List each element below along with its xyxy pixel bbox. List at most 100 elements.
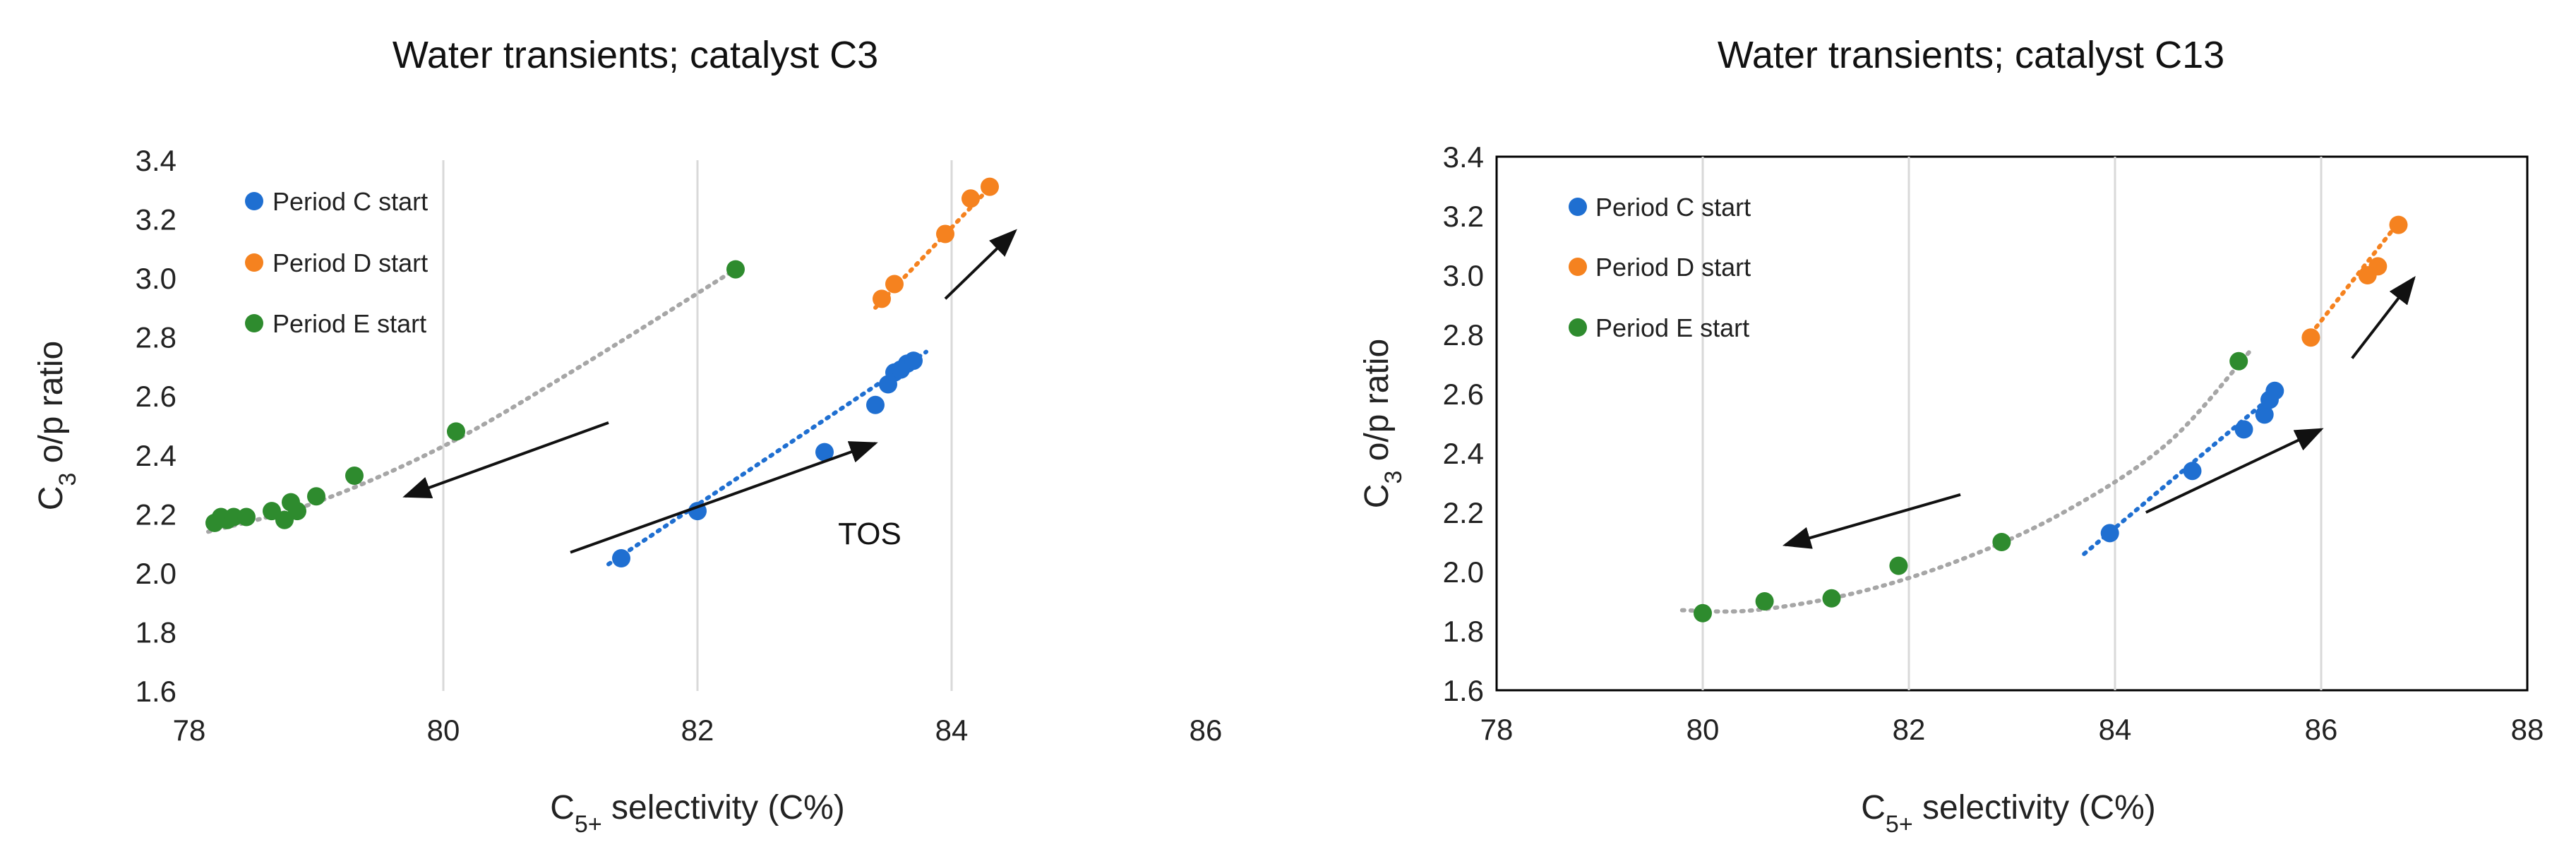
y-tick-label: 3.2	[136, 203, 176, 236]
point-period-d-start	[2389, 215, 2408, 234]
tick-labels: 78 80 82 84 86 88 1.6 1.8 2.0 2.2 2.4 2.6 2.8 3.0 3.2 3…	[1443, 140, 2544, 746]
annotation-tos: TOS	[838, 517, 901, 551]
y-axis-label: C3 o/p ratio	[32, 341, 81, 510]
chart-catalyst-c3: Water transients; catalyst C3 78 80 82 84 86…	[32, 34, 1222, 838]
x-axis-label-main: C	[550, 789, 575, 826]
direction-arrow	[1782, 493, 1961, 549]
x-tick-label: 80	[427, 714, 460, 747]
point-period-e-start	[1694, 603, 1712, 623]
x-tick-label: 78	[1480, 713, 1514, 746]
gridlines	[442, 160, 953, 691]
direction-arrows	[402, 229, 1017, 554]
y-axis-label-sub: 3	[1380, 471, 1407, 484]
x-axis-label: C5+ selectivity (C%)	[1861, 789, 2155, 838]
x-axis-label-sub: 5+	[1886, 811, 1913, 838]
point-period-e-start	[447, 422, 465, 441]
x-tick-label: 88	[2511, 713, 2544, 746]
data-points	[1694, 215, 2408, 623]
legend-label-period-d: Period D start	[272, 248, 428, 277]
point-period-e-start	[1755, 592, 1774, 611]
chart-title: Water transients; catalyst C13	[1718, 34, 2224, 76]
x-tick-label: 78	[173, 714, 206, 747]
point-period-c-start	[2265, 381, 2284, 400]
y-tick-label: 3.0	[1443, 259, 1484, 292]
legend: Period C start Period D start Period E s…	[1569, 193, 1751, 342]
point-period-e-start	[2229, 351, 2248, 371]
plot-area	[1495, 155, 2529, 692]
x-axis-label-rest: selectivity (C%)	[1913, 789, 2156, 826]
x-axis-label: C5+ selectivity (C%)	[550, 789, 844, 838]
trendline-period-d-start	[2304, 214, 2406, 343]
chart-catalyst-c13: Water transients; catalyst C13 78 80 82 84 8…	[1358, 34, 2544, 838]
y-tick-label: 1.6	[1443, 674, 1484, 707]
point-period-c-start	[2100, 524, 2119, 543]
x-tick-label: 82	[681, 714, 714, 747]
y-axis-label-sub: 3	[54, 473, 81, 486]
y-axis-label-main: C	[1358, 484, 1396, 509]
y-axis-label-main: C	[32, 486, 70, 511]
point-period-e-start	[726, 260, 745, 279]
x-tick-label: 84	[2099, 713, 2132, 746]
point-period-c-start	[2255, 405, 2274, 424]
point-period-d-start	[2301, 328, 2320, 347]
x-tick-label: 86	[1190, 714, 1223, 747]
y-tick-label: 3.4	[1443, 140, 1484, 174]
y-tick-label: 1.8	[136, 615, 176, 649]
point-period-d-start	[885, 275, 904, 294]
y-tick-label: 3.2	[1443, 200, 1484, 233]
y-axis-label: C3 o/p ratio	[1358, 339, 1407, 508]
x-axis-label-sub: 5+	[575, 811, 602, 838]
x-tick-label: 86	[2305, 713, 2338, 746]
annotation-box	[812, 503, 946, 570]
y-tick-label: 3.0	[136, 262, 176, 295]
y-tick-label: 2.6	[136, 380, 176, 413]
direction-arrow	[944, 229, 1017, 300]
y-tick-label: 1.6	[136, 675, 176, 708]
point-period-c-start	[866, 395, 885, 414]
legend-label-period-e: Period E start	[1595, 313, 1749, 342]
gridlines	[1701, 157, 2323, 690]
legend-marker-period-e	[1569, 318, 1587, 337]
y-tick-label: 2.8	[136, 321, 176, 354]
direction-arrow	[402, 421, 609, 499]
y-tick-label: 2.2	[1443, 496, 1484, 529]
direction-arrow	[2145, 428, 2324, 514]
point-period-e-start	[1889, 556, 1908, 575]
point-period-e-start	[237, 507, 256, 527]
point-period-e-start	[224, 507, 243, 527]
y-axis-label-rest: o/p ratio	[1358, 339, 1396, 471]
legend-marker-period-d	[1569, 258, 1587, 276]
legend-marker-period-d	[245, 253, 263, 272]
point-period-c-start	[815, 443, 834, 462]
point-period-e-start	[345, 467, 364, 486]
legend-label-period-c: Period C start	[1595, 193, 1751, 222]
legend-marker-period-c	[1569, 198, 1587, 216]
y-axis-label-rest: o/p ratio	[32, 341, 70, 473]
x-tick-label: 80	[1687, 713, 1720, 746]
y-tick-label: 2.4	[1443, 437, 1484, 470]
x-axis-label-rest: selectivity (C%)	[602, 789, 845, 826]
x-tick-label: 82	[1893, 713, 1926, 746]
direction-arrows	[1782, 276, 2416, 549]
point-period-d-start	[873, 289, 891, 308]
direction-arrow	[2351, 276, 2416, 359]
point-period-c-start	[2183, 462, 2202, 481]
legend-marker-period-c	[245, 192, 263, 210]
point-period-c-start	[612, 549, 630, 567]
y-tick-label: 2.2	[136, 498, 176, 531]
point-period-d-start	[961, 189, 980, 208]
y-tick-label: 3.4	[136, 144, 176, 177]
x-axis-label-main: C	[1861, 789, 1886, 826]
data-points	[205, 177, 999, 567]
point-period-c-start	[2234, 420, 2253, 439]
point-period-d-start	[936, 224, 954, 243]
y-tick-label: 1.8	[1443, 615, 1484, 648]
point-period-c-start	[904, 351, 923, 371]
y-tick-label: 2.4	[136, 439, 176, 472]
x-tick-label: 84	[935, 714, 969, 747]
y-tick-label: 2.0	[136, 557, 176, 590]
point-period-e-start	[1822, 589, 1841, 608]
direction-arrow	[570, 441, 878, 554]
tick-labels: 78 80 82 84 86 1.6 1.8 2.0 2.2 2.4 2.6 2.8 3.0 3.2 3.4	[136, 144, 1223, 747]
